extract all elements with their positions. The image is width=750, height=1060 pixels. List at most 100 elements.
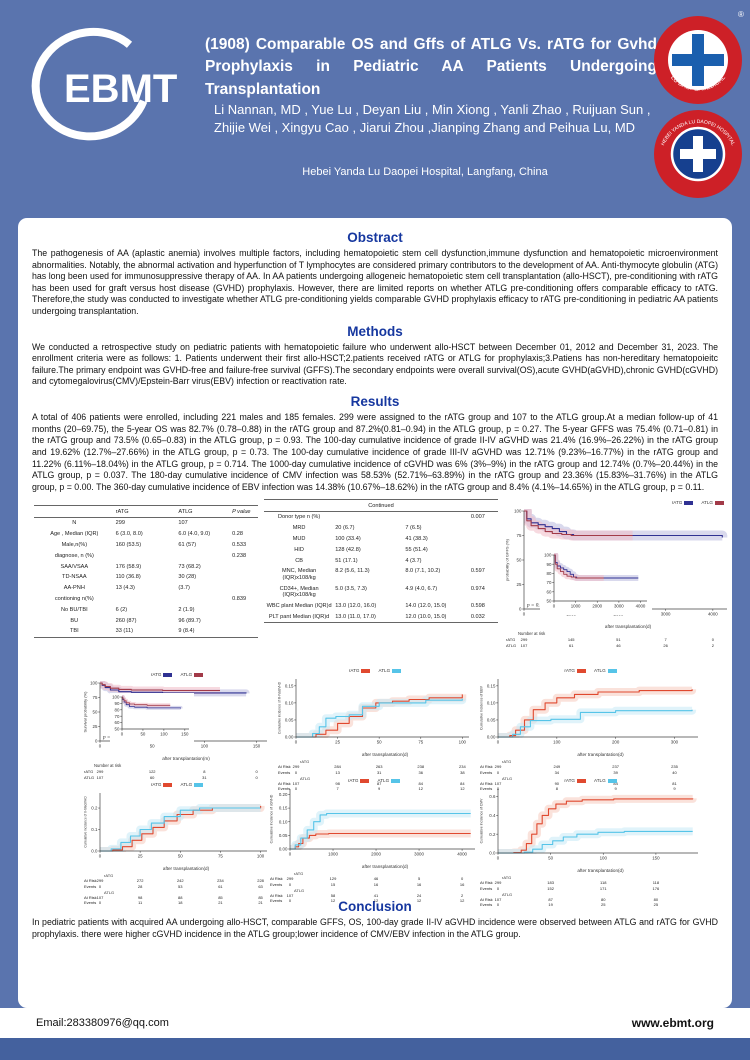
ebv-legend: rATG ATLG <box>478 667 703 674</box>
legend-label: rATG <box>150 782 162 788</box>
svg-text:25: 25 <box>517 582 522 587</box>
table-row: CB 51 (17.1) 4 (3.7) <box>264 555 498 566</box>
table-cell: 299 <box>115 520 125 527</box>
risk-value: 58 <box>330 892 336 898</box>
legend-label: ATLG <box>593 778 606 784</box>
legend-item: rATG <box>349 668 371 673</box>
risk-value: 0 <box>460 876 464 882</box>
risk-value: 9 <box>673 786 676 792</box>
legend-label: rATG <box>150 672 162 678</box>
risk-value: 11 <box>138 900 143 906</box>
legend-label: ATLG <box>593 668 606 674</box>
svg-text:0.10: 0.10 <box>285 701 294 706</box>
table-cell: MRD <box>292 525 306 532</box>
risk-value: 8 <box>203 769 206 775</box>
table-cell: 0.598 <box>470 602 485 609</box>
results-figures: rATG ATLG P value N 299 107 Age , Median (IQR)… <box>18 499 732 907</box>
gffs-xlabel: after transplantation(d) <box>604 624 652 630</box>
svg-text:25: 25 <box>335 740 340 745</box>
svg-text:0: 0 <box>519 607 522 612</box>
table-cell: 96 (89.7) <box>178 617 201 624</box>
legend-label: ATLG <box>378 668 391 674</box>
cg-legend: rATG ATLG <box>268 777 480 784</box>
risk-value: 2 <box>460 892 464 898</box>
risk-group-label: rATG <box>294 871 304 877</box>
registered-trademark: ® <box>738 10 744 19</box>
a24-legend: rATG ATLG <box>82 781 272 788</box>
baseline-table: rATG ATLG P value N 299 107 Age , Median (IQR)… <box>34 505 258 638</box>
svg-text:2000: 2000 <box>592 604 602 609</box>
risk-value: 13 <box>335 769 340 775</box>
table-row: Age , Median (IQR) 6 (3.0, 8.0) 6.0 (4.0, … <box>34 529 258 540</box>
legend-item: ATLG <box>594 778 617 783</box>
svg-text:4000: 4000 <box>708 612 718 617</box>
legend-item: rATG <box>151 672 173 677</box>
table-cell <box>470 545 498 556</box>
risk-row-label: Events <box>270 898 283 904</box>
ratg-legend-swatch <box>163 673 173 677</box>
table-cell <box>177 551 231 562</box>
table-row: BU 260 (87) 96 (89.7) <box>34 615 258 626</box>
table-cell: MUD <box>292 535 306 542</box>
risk-value: 24 <box>416 892 422 898</box>
conclusion-text: In pediatric patients with acquired AA u… <box>32 917 718 939</box>
atlg-legend-swatch <box>607 779 617 783</box>
table-row: Male,n(%) 160 (53.5) 61 (57) 0.533 <box>34 540 258 551</box>
table-cell: 0.007 <box>470 514 485 521</box>
risk-value: 107 <box>494 780 502 786</box>
risk-value: 0 <box>255 769 258 775</box>
risk-row: Events 0 12 12 12 12 <box>268 898 480 904</box>
risk-row: Events 0 8 9 9 <box>478 786 703 792</box>
risk-row-label: Events <box>270 881 283 887</box>
svg-text:100: 100 <box>160 732 168 737</box>
risk-row-label: ATLG <box>84 774 95 780</box>
risk-value: 12 <box>330 898 336 904</box>
svg-text:0.4: 0.4 <box>489 813 496 818</box>
risk-value: 85 <box>218 894 223 900</box>
svg-text:0.1: 0.1 <box>91 827 98 832</box>
table-cell <box>231 561 258 572</box>
atlg-legend-swatch <box>194 673 204 677</box>
risk-value: 40 <box>672 769 677 775</box>
table-cell <box>231 572 258 583</box>
svg-text:80: 80 <box>115 708 120 713</box>
risk-value: 299 <box>494 880 502 886</box>
risk-value: 0 <box>294 786 298 792</box>
table-row: MUD 100 (33.4) 41 (38.3) <box>264 534 498 545</box>
svg-text:100: 100 <box>90 681 98 686</box>
risk-row: Events 0 28 53 61 63 <box>82 884 272 890</box>
table-row: contioning n(%) 0.839 <box>34 594 258 605</box>
risk-value: 46 <box>616 642 621 648</box>
table-header-cell: ATLG <box>177 505 232 519</box>
risk-group-label: ATLG <box>300 775 311 781</box>
risk-value: 87 <box>376 780 382 786</box>
risk-title: Number at risk <box>518 631 546 637</box>
table-row: TBI 33 (11) 9 (8.4) <box>34 626 258 638</box>
svg-text:Cumulative Incidence of EBV: Cumulative Incidence of EBV <box>480 686 484 731</box>
risk-row-label: At Risk <box>480 896 493 902</box>
svg-text:1000: 1000 <box>571 604 581 609</box>
svg-text:50: 50 <box>377 740 382 745</box>
legend-label: rATG <box>564 668 575 674</box>
contact-email: Email:283380976@qq.com <box>36 1017 169 1029</box>
svg-text:0.0: 0.0 <box>91 849 98 854</box>
legend-item: ATLG <box>594 668 617 673</box>
table-cell <box>404 512 470 523</box>
table-cell: 12.0 (10.0, 15.0) <box>404 611 470 624</box>
gffs-chart: rATGATLG010002000300040000255075100proba… <box>504 499 732 648</box>
risk-row-label: Events <box>480 902 493 908</box>
risk-row: At Risk 107 98 88 85 85 <box>82 895 272 901</box>
svg-text:0: 0 <box>295 740 298 745</box>
risk-row-label: At Risk <box>270 892 283 898</box>
cmv-xlabel: after transplantation(d) <box>577 868 624 874</box>
svg-text:60: 60 <box>115 721 120 726</box>
agvhd-ii-iv-chart: rATG ATLG 0 25 50 75 100 0.0 0.1 0.2 Cumulative in… <box>82 781 272 905</box>
risk-row: At Risk 107 87 80 80 <box>478 897 703 903</box>
risk-value: 0 <box>98 883 102 889</box>
risk-group-label: rATG <box>502 875 512 881</box>
risk-row: At Risk 299 129 46 5 0 <box>268 876 480 882</box>
svg-text:75: 75 <box>93 695 98 700</box>
risk-value: 118 <box>652 880 660 886</box>
risk-value: 84 <box>613 780 618 786</box>
risk-value: 39 <box>613 769 618 775</box>
